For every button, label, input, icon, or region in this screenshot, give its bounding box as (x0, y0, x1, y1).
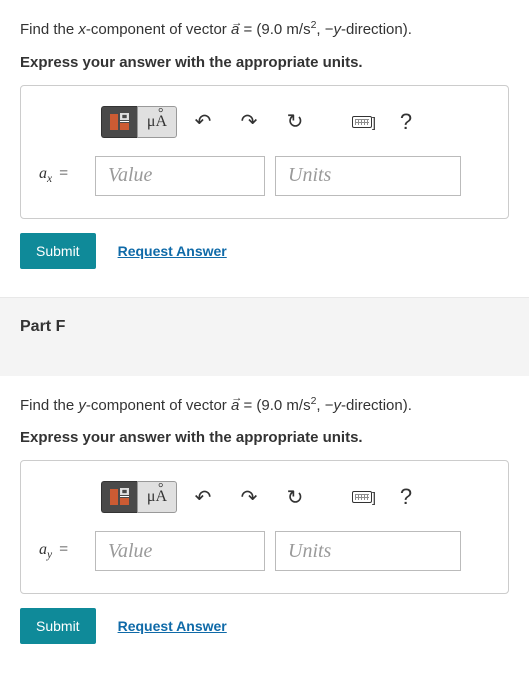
prompt-mid: -component of vector (86, 397, 231, 414)
keyboard-icon (352, 491, 372, 503)
special-char-button[interactable]: μA (137, 106, 177, 138)
lhs-symbol: a (39, 165, 47, 182)
request-answer-label: Request Answer (118, 243, 227, 259)
answer-lhs: ax = (39, 165, 85, 185)
units-instruction: Express your answer with the appropriate… (20, 54, 509, 71)
undo-button[interactable]: ↶ (183, 106, 223, 138)
submit-label: Submit (36, 618, 80, 634)
prompt-end: -direction). (341, 397, 412, 414)
equation-toolbar: μA ↶ ↷ ↻ ] ? (101, 106, 490, 138)
a-ring-label: A (156, 113, 168, 131)
prompt-eq: = (9.0 m/s (239, 397, 310, 414)
value-input[interactable]: Value (95, 531, 265, 571)
lhs-equals: = (59, 165, 68, 182)
fraction-template-icon (109, 488, 131, 506)
undo-button[interactable]: ↶ (183, 481, 223, 513)
submit-button[interactable]: Submit (20, 608, 96, 644)
submit-button[interactable]: Submit (20, 233, 96, 269)
part-f-container: Find the y-component of vector a = (9.0 … (20, 376, 509, 645)
prompt-dirvar: y (334, 397, 342, 414)
answer-box: μA ↶ ↷ ↻ ] ? ax = Value Units (20, 85, 509, 219)
redo-button[interactable]: ↷ (229, 481, 269, 513)
redo-button[interactable]: ↷ (229, 106, 269, 138)
reset-button[interactable]: ↻ (275, 481, 315, 513)
prompt-mid: -component of vector (86, 21, 231, 38)
help-button[interactable]: ? (389, 481, 423, 513)
template-picker-button[interactable] (101, 106, 137, 138)
help-icon: ? (400, 109, 412, 135)
mu-label: μ (147, 488, 156, 506)
lhs-subscript: x (47, 174, 52, 186)
help-button[interactable]: ? (389, 106, 423, 138)
answer-input-row: ax = Value Units (39, 156, 490, 196)
prompt-text: Find the x-component of vector a = (9.0 … (20, 18, 509, 42)
reset-icon: ↻ (287, 109, 304, 134)
request-answer-link[interactable]: Request Answer (118, 618, 227, 634)
reset-icon: ↻ (287, 485, 304, 510)
part-f-header: Part F (20, 308, 509, 336)
kbd-suffix: ] (372, 489, 376, 505)
special-char-button[interactable]: μA (137, 481, 177, 513)
kbd-suffix: ] (372, 114, 376, 130)
keyboard-icon (352, 116, 372, 128)
submit-row: Submit Request Answer (20, 233, 509, 269)
keyboard-button[interactable]: ] (341, 106, 387, 138)
help-icon: ? (400, 484, 412, 510)
request-answer-label: Request Answer (118, 618, 227, 634)
a-ring-label: A (156, 488, 168, 506)
prompt-end: -direction). (341, 21, 412, 38)
request-answer-link[interactable]: Request Answer (118, 243, 227, 259)
lhs-equals: = (59, 541, 68, 558)
units-input[interactable]: Units (275, 156, 461, 196)
redo-icon: ↷ (241, 485, 258, 510)
template-picker-button[interactable] (101, 481, 137, 513)
prompt-pre: Find the (20, 397, 78, 414)
prompt-var-y: y (78, 397, 86, 414)
reset-button[interactable]: ↻ (275, 106, 315, 138)
undo-icon: ↶ (195, 485, 212, 510)
prompt-post: , − (316, 21, 333, 38)
prompt-var-x: x (78, 21, 86, 38)
prompt-post: , − (316, 397, 333, 414)
lhs-subscript: y (47, 549, 52, 561)
lhs-symbol: a (39, 541, 47, 558)
keyboard-button[interactable]: ] (341, 481, 387, 513)
prompt-pre: Find the (20, 21, 78, 38)
value-input[interactable]: Value (95, 156, 265, 196)
units-placeholder: Units (288, 540, 331, 563)
units-instruction: Express your answer with the appropriate… (20, 429, 509, 446)
answer-lhs: ay = (39, 541, 85, 561)
answer-box: μA ↶ ↷ ↻ ] ? ay = Value Units (20, 460, 509, 594)
units-input[interactable]: Units (275, 531, 461, 571)
part-e-container: Find the x-component of vector a = (9.0 … (20, 18, 509, 269)
prompt-vector-a: a (231, 397, 239, 414)
prompt-eq: = (9.0 m/s (239, 21, 310, 38)
prompt-text: Find the y-component of vector a = (9.0 … (20, 394, 509, 418)
prompt-dirvar: y (334, 21, 342, 38)
redo-icon: ↷ (241, 109, 258, 134)
submit-row: Submit Request Answer (20, 608, 509, 644)
units-placeholder: Units (288, 164, 331, 187)
value-placeholder: Value (108, 164, 152, 187)
mu-label: μ (147, 113, 156, 131)
equation-toolbar: μA ↶ ↷ ↻ ] ? (101, 481, 490, 513)
prompt-vector-a: a (231, 21, 239, 38)
fraction-template-icon (109, 113, 131, 131)
undo-icon: ↶ (195, 109, 212, 134)
answer-input-row: ay = Value Units (39, 531, 490, 571)
value-placeholder: Value (108, 540, 152, 563)
part-f-header-wrap: Part F (0, 297, 529, 376)
submit-label: Submit (36, 243, 80, 259)
